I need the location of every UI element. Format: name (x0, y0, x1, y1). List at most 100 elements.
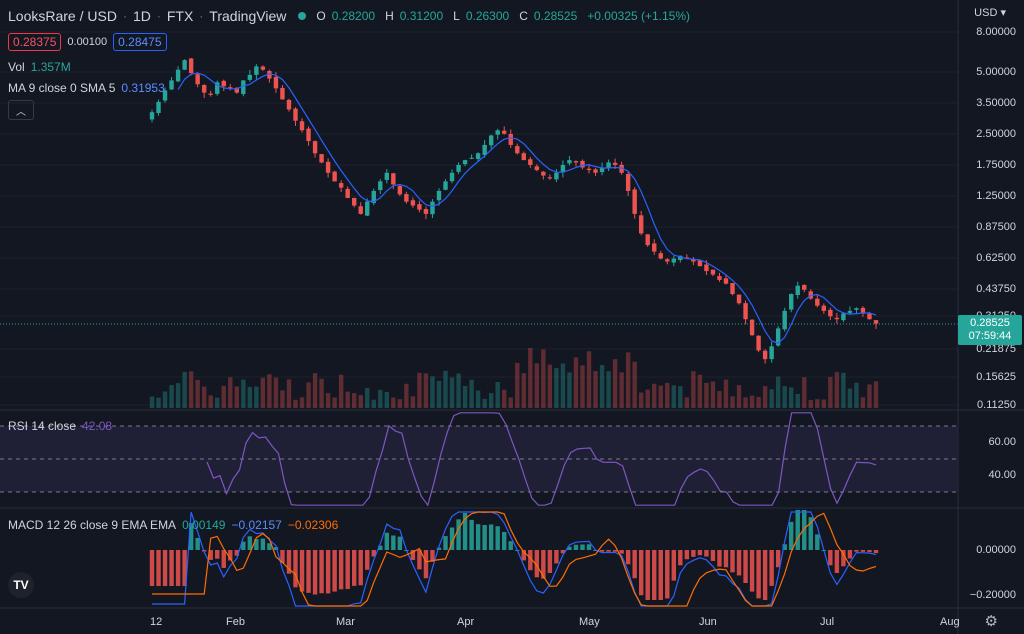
macd-hist-bar (482, 524, 487, 550)
candle-body (867, 313, 872, 320)
rsi-value: 42.08 (82, 419, 113, 433)
macd-hist-bar (854, 550, 859, 552)
volume-bar (228, 377, 233, 408)
price-tick: 0.21875 (976, 343, 1016, 355)
macd-hist-bar (162, 550, 168, 586)
volume-bar (625, 352, 631, 408)
macd-hist-bar (873, 550, 879, 554)
macd-hist-bar (228, 550, 233, 561)
volume-bar (175, 383, 181, 408)
volume-bar (195, 379, 200, 408)
volume-bar (632, 361, 637, 408)
volume-bar (573, 357, 579, 408)
volume-bar (782, 386, 787, 408)
volume-bar (345, 391, 350, 408)
price-tick: 5.00000 (976, 66, 1016, 78)
volume-bar (156, 397, 161, 408)
candle-body (228, 87, 233, 89)
market-open-icon (298, 12, 307, 20)
volume-legend[interactable]: Vol 1.357M (8, 60, 71, 74)
tradingview-logo[interactable]: TV (8, 572, 34, 598)
volume-bar (554, 368, 559, 408)
candle-body (645, 234, 650, 246)
candle-body (417, 204, 422, 210)
macd-legend[interactable]: MACD 12 26 close 9 EMA EMA 0.00149 −0.02… (8, 518, 339, 532)
candle-body (502, 130, 507, 134)
price-tick: 1.75000 (976, 159, 1016, 171)
volume-bar (547, 364, 553, 408)
candle-body (247, 74, 253, 80)
volume-bar (808, 399, 813, 408)
macd-hist-bar (560, 550, 566, 554)
candle-body (678, 255, 683, 261)
candle-body (841, 313, 846, 321)
candle-body (652, 243, 657, 252)
gear-icon[interactable]: ⚙ (984, 613, 998, 630)
symbol-name[interactable]: LooksRare / USD (8, 8, 117, 24)
macd-hist-bar (795, 510, 800, 550)
sell-price-button[interactable]: 0.28375 (8, 33, 62, 51)
macd-hist-bar (149, 550, 155, 586)
volume-bar (267, 374, 272, 408)
candlestick-series (149, 57, 879, 364)
macd-hist-bar (456, 519, 461, 550)
candle-body (365, 201, 370, 216)
macd-hist-bar (697, 550, 703, 556)
candle-body (351, 197, 357, 206)
volume-bar (208, 395, 213, 408)
candle-body (182, 60, 187, 70)
candle-body (756, 335, 761, 351)
buy-price-button[interactable]: 0.28475 (113, 33, 167, 51)
candle-body (345, 188, 350, 198)
candle-body (730, 283, 735, 295)
candle-body (404, 194, 409, 202)
volume-bar (873, 381, 879, 408)
volume-bar (325, 393, 331, 408)
macd-hist-bar (847, 550, 853, 559)
candle-body (847, 310, 853, 313)
macd-line-value: −0.02157 (231, 518, 282, 532)
price-tick: 0.15625 (976, 371, 1016, 383)
volume-bar (273, 377, 279, 408)
macd-hist-bar (834, 550, 840, 573)
volume-bar (756, 396, 761, 408)
macd-hist-bar (417, 550, 422, 570)
collapse-legend-button[interactable]: ︿ (8, 100, 34, 120)
volume-bar (645, 389, 650, 408)
candle-body (580, 160, 585, 168)
volume-bar (488, 393, 494, 408)
macd-hist-bar (358, 550, 363, 586)
candle-body (306, 128, 311, 142)
macd-hist-bar (521, 550, 526, 561)
candle-body (410, 200, 416, 206)
macd-hist-bar (554, 550, 559, 564)
macd-hist-bar (254, 539, 259, 550)
interval[interactable]: 1D (132, 8, 151, 24)
macd-hist-bar (586, 544, 592, 550)
volume-bar (638, 392, 644, 408)
volume-bar (534, 363, 540, 408)
volume-bar (593, 371, 598, 408)
price-tick: 1.25000 (976, 190, 1016, 202)
candle-body (599, 167, 605, 173)
macd-hist-bar (475, 524, 481, 550)
macd-hist-bar (299, 550, 305, 592)
candle-body (162, 90, 168, 101)
macd-hist-bar (436, 547, 442, 550)
change-value: +0.00325 (+1.15%) (587, 9, 691, 23)
macd-tick: −0.20000 (969, 589, 1016, 601)
volume-bar (247, 386, 253, 408)
spread-value: 0.00100 (67, 36, 108, 48)
candle-body (743, 303, 748, 320)
macd-hist-bar (658, 550, 663, 600)
macd-signal-value: −0.02306 (287, 518, 339, 532)
price-tick: 0.87500 (976, 221, 1016, 233)
ma-legend[interactable]: MA 9 close 0 SMA 5 0.31953 (8, 81, 165, 95)
candle-body (736, 294, 742, 304)
candle-body (378, 181, 383, 191)
macd-hist-bar (730, 550, 735, 573)
macd-hist-bar (215, 550, 220, 559)
rsi-legend[interactable]: RSI 14 close 42.08 (8, 419, 113, 433)
currency-selector[interactable]: USD ▾ (974, 7, 1006, 19)
